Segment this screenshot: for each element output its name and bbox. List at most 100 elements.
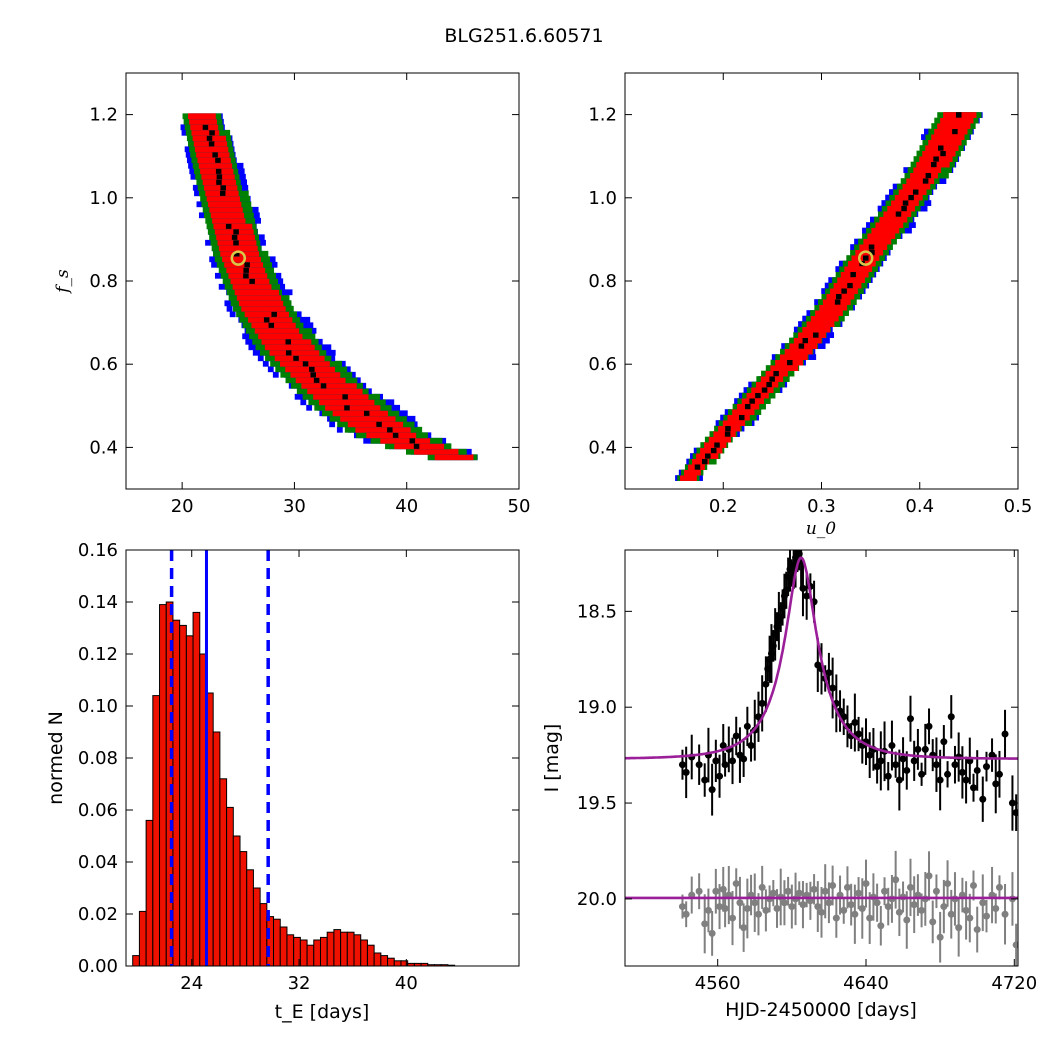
heatmap-cell-mid [922,194,929,201]
heatmap-cell-inner [921,161,928,168]
heatmap-cell-inner [828,321,835,327]
heatmap-cell-inner [225,228,232,235]
heatmap-cell-outer [324,349,331,356]
heatmap-cell-mid [302,393,309,400]
heatmap-cell-mid [710,458,717,465]
x-tick-label: 0.4 [905,496,934,517]
heatmap-cell-inner [943,161,950,168]
heatmap-cell-mid [966,128,973,135]
light-curve-marks [625,550,1018,966]
y-tick-label: 0.8 [588,271,617,292]
heatmap-cell-inner [328,377,335,384]
heatmap-cell-inner [353,421,360,428]
data-point [951,761,959,769]
heatmap-cell-mid [330,360,337,367]
heatmap-cell-inner [919,183,925,190]
heatmap-cell-outer [242,184,249,191]
heatmap-cell-inner [940,117,946,124]
heatmap-cell-inner [851,255,858,261]
heatmap-cell-mid [197,184,204,191]
heatmap-cell-inner [246,223,253,230]
heatmap-cell-inner [864,244,871,250]
histogram-bar [380,955,389,967]
data-point [992,904,1000,912]
data-point [704,906,712,914]
heatmap-cell-core [285,349,292,356]
heatmap-cell-mid [926,189,932,195]
heatmap-cell-inner [262,322,269,329]
data-point [701,776,709,784]
heatmap-cell-inner [302,355,309,362]
heatmap-cell-inner [211,146,218,153]
heatmap-cell-mid [196,179,203,186]
heatmap-cell-core [208,140,215,147]
heatmap-cell-inner [265,327,272,334]
heatmap-cell-inner [796,354,803,360]
heatmap-cell-inner [278,322,285,329]
heatmap-cell-mid [250,223,257,230]
heatmap-cell-inner [871,227,878,234]
heatmap-cell-inner [397,421,404,428]
heatmap-cell-mid [245,327,252,334]
heatmap-cell-core [908,194,914,201]
heatmap-cell-inner [430,448,437,455]
heatmap-cell-inner [277,311,284,318]
heatmap-cell-inner [916,161,923,168]
data-point [970,784,978,792]
data-point [918,906,926,914]
heatmap-cell-mid [460,448,467,455]
heatmap-cell-core [714,442,720,448]
heatmap-cell-inner [253,294,260,301]
heatmap-cell-inner [250,239,257,246]
heatmap-cell-inner [214,206,221,213]
heatmap-cell-inner [258,333,264,340]
heatmap-cell-inner [231,184,238,191]
heatmap-cell-outer [272,371,279,378]
heatmap-cell-inner [391,421,398,428]
heatmap-cell-mid [922,139,929,146]
heatmap-cell-inner [751,387,758,393]
heatmap-cell-outer [185,151,192,158]
heatmap-cell-inner [323,377,330,384]
heatmap-cell-inner [356,415,363,422]
heatmap-cell-outer [821,288,828,294]
heatmap-cell-core [766,381,772,388]
data-point [884,903,892,911]
heatmap-cell-inner [818,326,825,333]
heatmap-cell-core [925,172,932,179]
heatmap-cell-inner [253,316,260,323]
heatmap-cell-outer [388,399,395,406]
heatmap-cell-inner [216,212,223,219]
heatmap-cell-mid [337,421,344,428]
heatmap-cell-mid [385,404,392,411]
heatmap-cell-inner [826,310,832,316]
heatmap-cell-inner [918,167,925,173]
heatmap-cell-inner [286,344,293,351]
heatmap-cell-mid [206,223,213,230]
heatmap-cell-mid [336,360,343,367]
heatmap-cell-outer [888,189,895,195]
heatmap-cell-inner [351,388,358,395]
heatmap-cell-inner [775,359,781,366]
data-point [995,883,1003,891]
heatmap-cell-inner [779,354,786,360]
histogram-bar [313,939,321,967]
heatmap-cell-outer [186,157,193,164]
data-point [877,922,885,930]
heatmap-cell-inner [362,393,369,400]
histogram-bar [145,819,154,967]
heatmap-cell-core [744,403,751,410]
data-point [906,715,914,723]
heatmap-cell-outer [329,349,336,356]
y-tick-label: 0.08 [78,748,118,769]
histogram-bar [219,778,228,967]
data-point [712,887,720,895]
data-point [701,920,709,928]
heatmap-cell-mid [374,393,380,400]
heatmap-cell-mid [287,305,294,312]
data-point [855,889,863,897]
heatmap-cell-mid [294,316,301,323]
heatmap-cell-mid [325,355,332,362]
heatmap-cell-inner [913,200,919,206]
heatmap-cell-inner [837,310,843,316]
